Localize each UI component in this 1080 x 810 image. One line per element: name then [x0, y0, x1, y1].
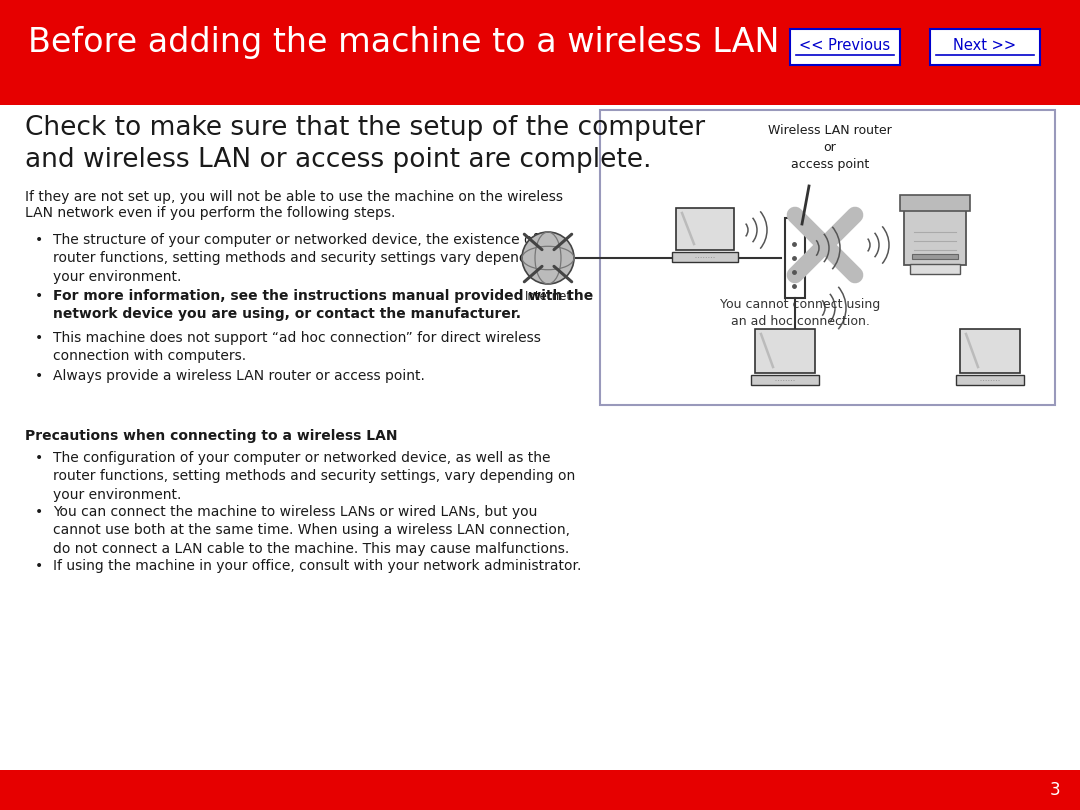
Text: You cannot connect using
an ad hoc connection.: You cannot connect using an ad hoc conne… — [720, 298, 880, 328]
Text: Precautions when connecting to a wireless LAN: Precautions when connecting to a wireles… — [25, 429, 397, 443]
Text: You can connect the machine to wireless LANs or wired LANs, but you
cannot use b: You can connect the machine to wireless … — [53, 505, 570, 556]
FancyBboxPatch shape — [789, 29, 900, 65]
FancyBboxPatch shape — [930, 29, 1040, 65]
FancyBboxPatch shape — [785, 218, 805, 298]
FancyBboxPatch shape — [960, 329, 1020, 373]
Text: Before adding the machine to a wireless LAN: Before adding the machine to a wireless … — [28, 26, 780, 59]
Text: •: • — [35, 331, 43, 345]
Text: 3: 3 — [1050, 781, 1061, 799]
Text: •: • — [35, 451, 43, 465]
Text: and wireless LAN or access point are complete.: and wireless LAN or access point are com… — [25, 147, 651, 173]
Text: LAN network even if you perform the following steps.: LAN network even if you perform the foll… — [25, 206, 395, 220]
Text: Internet: Internet — [525, 290, 571, 303]
Text: Next >>: Next >> — [954, 37, 1016, 53]
Text: If using the machine in your office, consult with your network administrator.: If using the machine in your office, con… — [53, 559, 581, 573]
Text: •: • — [35, 505, 43, 519]
FancyBboxPatch shape — [904, 207, 966, 265]
FancyBboxPatch shape — [751, 375, 819, 385]
FancyBboxPatch shape — [0, 93, 1080, 105]
Text: The structure of your computer or networked device, the existence of
router func: The structure of your computer or networ… — [53, 233, 571, 284]
FancyBboxPatch shape — [755, 329, 815, 373]
Text: For more information, see the instructions manual provided with the
network devi: For more information, see the instructio… — [53, 289, 593, 322]
FancyBboxPatch shape — [0, 0, 1080, 93]
Text: Check to make sure that the setup of the computer: Check to make sure that the setup of the… — [25, 115, 705, 141]
Text: •: • — [35, 559, 43, 573]
Text: Wireless LAN router
or
access point: Wireless LAN router or access point — [768, 124, 892, 171]
Text: The configuration of your computer or networked device, as well as the
router fu: The configuration of your computer or ne… — [53, 451, 576, 502]
Text: << Previous: << Previous — [799, 37, 891, 53]
FancyBboxPatch shape — [910, 264, 960, 274]
FancyBboxPatch shape — [912, 254, 958, 259]
FancyBboxPatch shape — [600, 110, 1055, 405]
Text: •: • — [35, 233, 43, 247]
Circle shape — [522, 232, 573, 284]
FancyBboxPatch shape — [0, 770, 1080, 810]
Text: If they are not set up, you will not be able to use the machine on the wireless: If they are not set up, you will not be … — [25, 190, 563, 204]
Text: Always provide a wireless LAN router or access point.: Always provide a wireless LAN router or … — [53, 369, 424, 383]
FancyBboxPatch shape — [956, 375, 1024, 385]
FancyBboxPatch shape — [900, 195, 970, 211]
Text: This machine does not support “ad hoc connection” for direct wireless
connection: This machine does not support “ad hoc co… — [53, 331, 541, 364]
Text: •: • — [35, 289, 43, 303]
Text: •: • — [35, 369, 43, 383]
FancyBboxPatch shape — [676, 208, 734, 250]
FancyBboxPatch shape — [672, 252, 738, 262]
